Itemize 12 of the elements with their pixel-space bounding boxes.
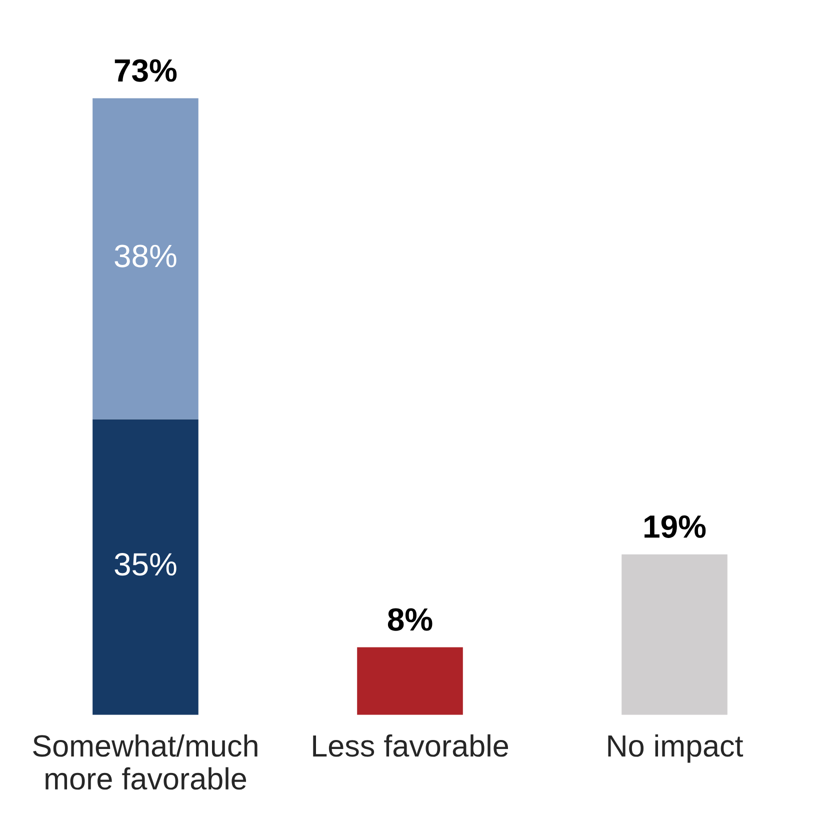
data-label: 35% — [114, 553, 176, 576]
total-label: 73% — [114, 59, 177, 82]
total-label: 8% — [388, 608, 432, 631]
bar — [92, 98, 198, 420]
x-tick-label: Less favorable — [313, 734, 508, 757]
bar — [357, 647, 463, 715]
bar — [622, 554, 728, 715]
bar — [92, 419, 198, 715]
x-tick-label: Somewhat/much more favorable — [33, 734, 258, 790]
data-label: 38% — [114, 244, 176, 268]
x-tick-label: No impact — [608, 734, 744, 763]
total-label: 19% — [644, 515, 706, 538]
